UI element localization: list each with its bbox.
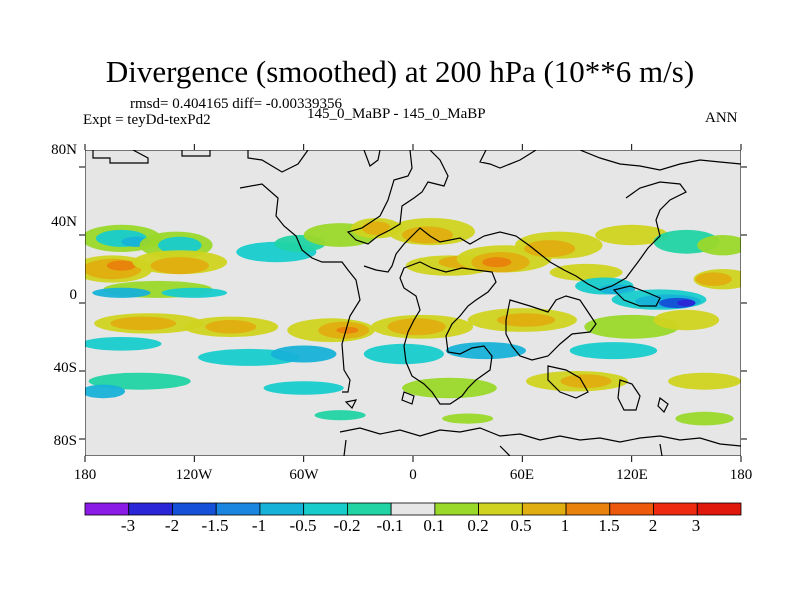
- colorbar-swatch: [215, 502, 261, 516]
- field-contour: [653, 309, 720, 331]
- field-contour: [569, 342, 658, 360]
- lon-label-180e: 180: [729, 467, 753, 483]
- colorbar-label: -1.5: [201, 516, 229, 535]
- lat-label-40n: 40N: [51, 214, 77, 230]
- colorbar-swatch: [478, 502, 523, 516]
- lat-label-80n: 80N: [51, 142, 77, 158]
- field-contour: [150, 257, 209, 275]
- field-contour: [263, 381, 344, 395]
- field-contour: [92, 287, 151, 298]
- field-contour: [595, 224, 669, 246]
- field-contour: [695, 272, 732, 287]
- colorbar-swatch: [390, 502, 436, 516]
- field-contour: [677, 299, 696, 307]
- lon-label-60e: 60E: [509, 467, 535, 483]
- field-contour: [445, 342, 526, 360]
- field-contour: [442, 413, 494, 424]
- field-contour: [336, 326, 359, 334]
- colorbar-swatch: [521, 502, 567, 516]
- colorbar-swatch: [653, 502, 698, 516]
- field-contour: [402, 377, 497, 399]
- lon-label-120w: 120W: [175, 467, 213, 483]
- field-contour: [85, 384, 126, 399]
- field-contour: [270, 345, 337, 363]
- field-contour: [106, 260, 137, 271]
- field-contour: [363, 343, 444, 365]
- lon-label-120e: 120E: [616, 467, 648, 483]
- field-contour: [524, 240, 576, 258]
- colorbar-swatch: [565, 502, 611, 516]
- colorbar-swatch: [696, 502, 742, 516]
- field-contour: [88, 372, 191, 390]
- lat-label-40s: 40S: [53, 360, 77, 376]
- colorbar-swatch: [128, 502, 173, 516]
- experiment-label: Expt = teyDd-texPd2: [83, 112, 211, 128]
- plot-title: Divergence (smoothed) at 200 hPa (10**6 …: [105, 54, 695, 89]
- colorbar-swatch: [259, 502, 305, 516]
- divergence-contour-fields: [85, 218, 741, 426]
- colorbar-label: 1: [560, 516, 570, 535]
- colorbar-label: 3: [691, 516, 701, 535]
- field-contour: [697, 235, 741, 256]
- case-label: 145_0_MaBP - 145_0_MaBP: [307, 106, 486, 122]
- field-contour: [110, 316, 177, 331]
- colorbar-label: -2: [164, 516, 180, 535]
- season-label: ANN: [705, 110, 738, 126]
- lon-label-60w: 60W: [289, 467, 319, 483]
- field-contour: [205, 320, 257, 334]
- field-contour: [402, 226, 454, 244]
- colorbar-label: -3: [120, 516, 136, 535]
- field-contour: [85, 337, 162, 351]
- field-contour: [549, 263, 623, 281]
- colorbar-swatch: [303, 502, 348, 516]
- field-contour: [314, 410, 366, 421]
- lon-label-0: 0: [409, 467, 417, 483]
- colorbar-label: 0.5: [510, 516, 532, 535]
- colorbar-swatch: [609, 502, 654, 516]
- field-contour: [675, 411, 734, 426]
- field-contour: [482, 257, 512, 268]
- field-contour: [387, 318, 446, 336]
- lat-label-80s: 80S: [53, 433, 77, 449]
- lon-label-180w: 180: [73, 467, 97, 483]
- colorbar-label: 0.1: [423, 516, 445, 535]
- colorbar-label: 2: [648, 516, 658, 535]
- colorbar-label: -0.5: [289, 516, 317, 535]
- colorbar-swatch: [346, 502, 392, 516]
- colorbar-swatch: [172, 502, 217, 516]
- field-contour: [496, 313, 556, 327]
- field-contour: [560, 374, 612, 389]
- colorbar-label: -0.2: [333, 516, 361, 535]
- field-contour: [361, 221, 392, 235]
- colorbar-label: -1: [251, 516, 267, 535]
- axis-ticks: [79, 144, 747, 462]
- coastline-outline: [92, 150, 741, 456]
- rmsd-diff-stats: rmsd= 0.404165 diff= -0.00339356: [130, 96, 343, 112]
- colorbar-label: 0.2: [467, 516, 489, 535]
- colorbar-label: 1.5: [598, 516, 620, 535]
- field-contour: [668, 372, 741, 390]
- lat-label-0: 0: [69, 287, 78, 303]
- colorbar-swatch: [84, 502, 130, 516]
- colorbar-swatch: [434, 502, 480, 516]
- colorbar: [84, 502, 742, 516]
- field-contour: [161, 287, 228, 298]
- colorbar-label: -0.1: [376, 516, 404, 535]
- field-contour: [157, 236, 202, 254]
